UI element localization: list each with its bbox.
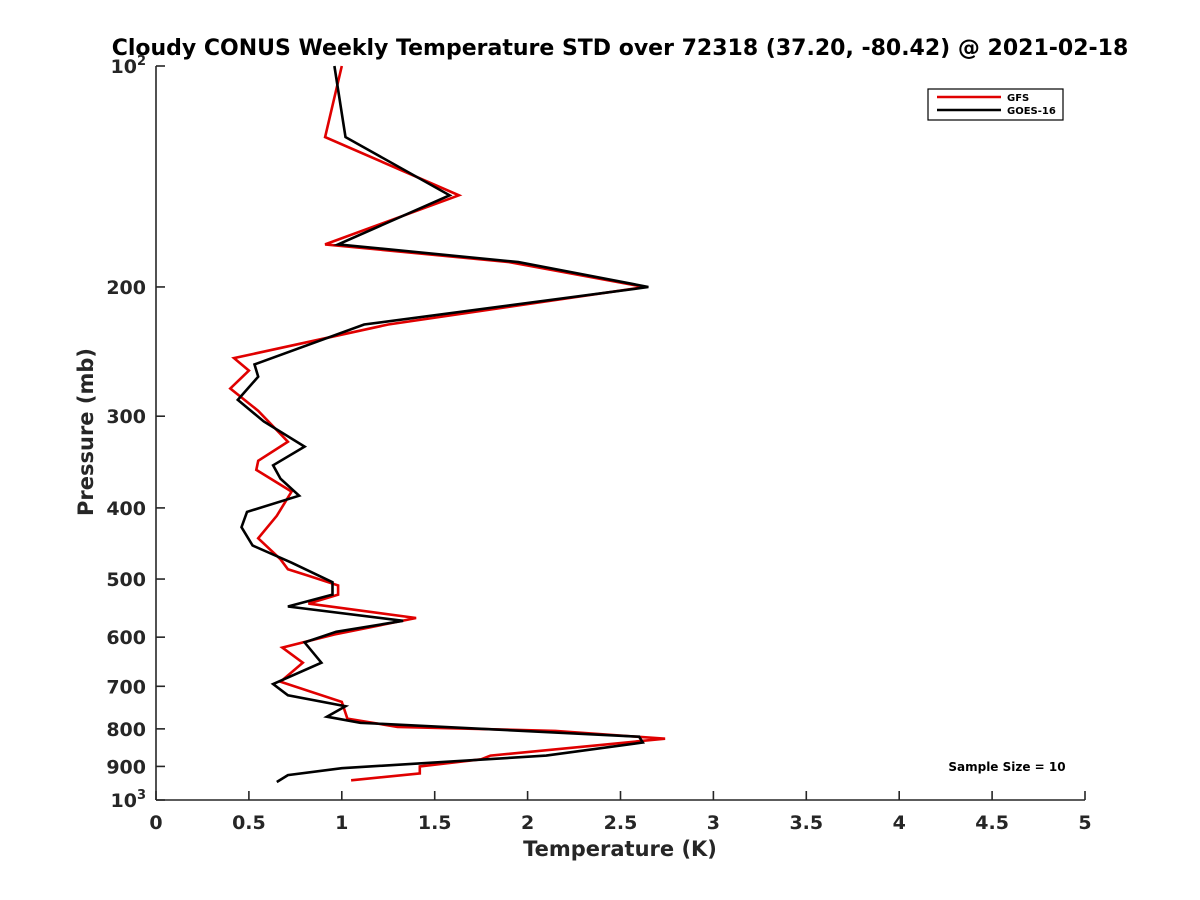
y-tick-exponent: 2: [137, 54, 146, 69]
x-tick-label: 5: [1078, 812, 1091, 834]
y-tick-base: 10: [111, 790, 137, 812]
legend-box: [927, 88, 1064, 121]
x-tick-label: 2.5: [604, 812, 638, 834]
x-tick-label: 0.5: [232, 812, 266, 834]
x-tick-label: 3: [707, 812, 720, 834]
y-tick-label: 103: [111, 788, 147, 812]
sample-size-annotation: Sample Size = 10: [948, 760, 1065, 774]
legend: GFS GOES-16: [927, 88, 1064, 121]
x-tick-label: 4.5: [975, 812, 1009, 834]
x-tick-label: 2: [521, 812, 534, 834]
y-tick-label: 900: [106, 756, 146, 778]
chart-title: Cloudy CONUS Weekly Temperature STD over…: [112, 36, 1129, 61]
x-tick-label: 1: [335, 812, 348, 834]
y-axis-label: Pressure (mb): [74, 348, 98, 516]
series-line-goes-16: [235, 65, 649, 784]
plot-area: 0 0.5 1 1.5 2 2.5 3 3.5 4 4.5 5 102200300400500600…: [106, 54, 1091, 834]
y-tick-label: 600: [106, 627, 146, 649]
y-tick-label: 102: [111, 54, 147, 78]
series-lines: [228, 65, 666, 784]
y-tick-base: 10: [111, 56, 137, 78]
y-tick-label: 300: [106, 406, 146, 428]
y-tick-label: 500: [106, 569, 146, 591]
x-tick-label: 4: [893, 812, 906, 834]
y-tick-label: 400: [106, 498, 146, 520]
x-axis-ticks: 0 0.5 1 1.5 2 2.5 3 3.5 4 4.5 5: [149, 791, 1092, 834]
x-tick-label: 1.5: [418, 812, 452, 834]
y-tick-label: 800: [106, 719, 146, 741]
y-tick-label: 200: [106, 277, 146, 299]
x-tick-label: 3.5: [789, 812, 823, 834]
x-axis-label: Temperature (K): [523, 837, 717, 861]
y-tick-label: 700: [106, 676, 146, 698]
legend-label-gfs: GFS: [1007, 93, 1029, 104]
legend-label-goes16: GOES-16: [1007, 106, 1056, 117]
x-tick-label: 0: [149, 812, 162, 834]
y-tick-exponent: 3: [137, 788, 146, 803]
